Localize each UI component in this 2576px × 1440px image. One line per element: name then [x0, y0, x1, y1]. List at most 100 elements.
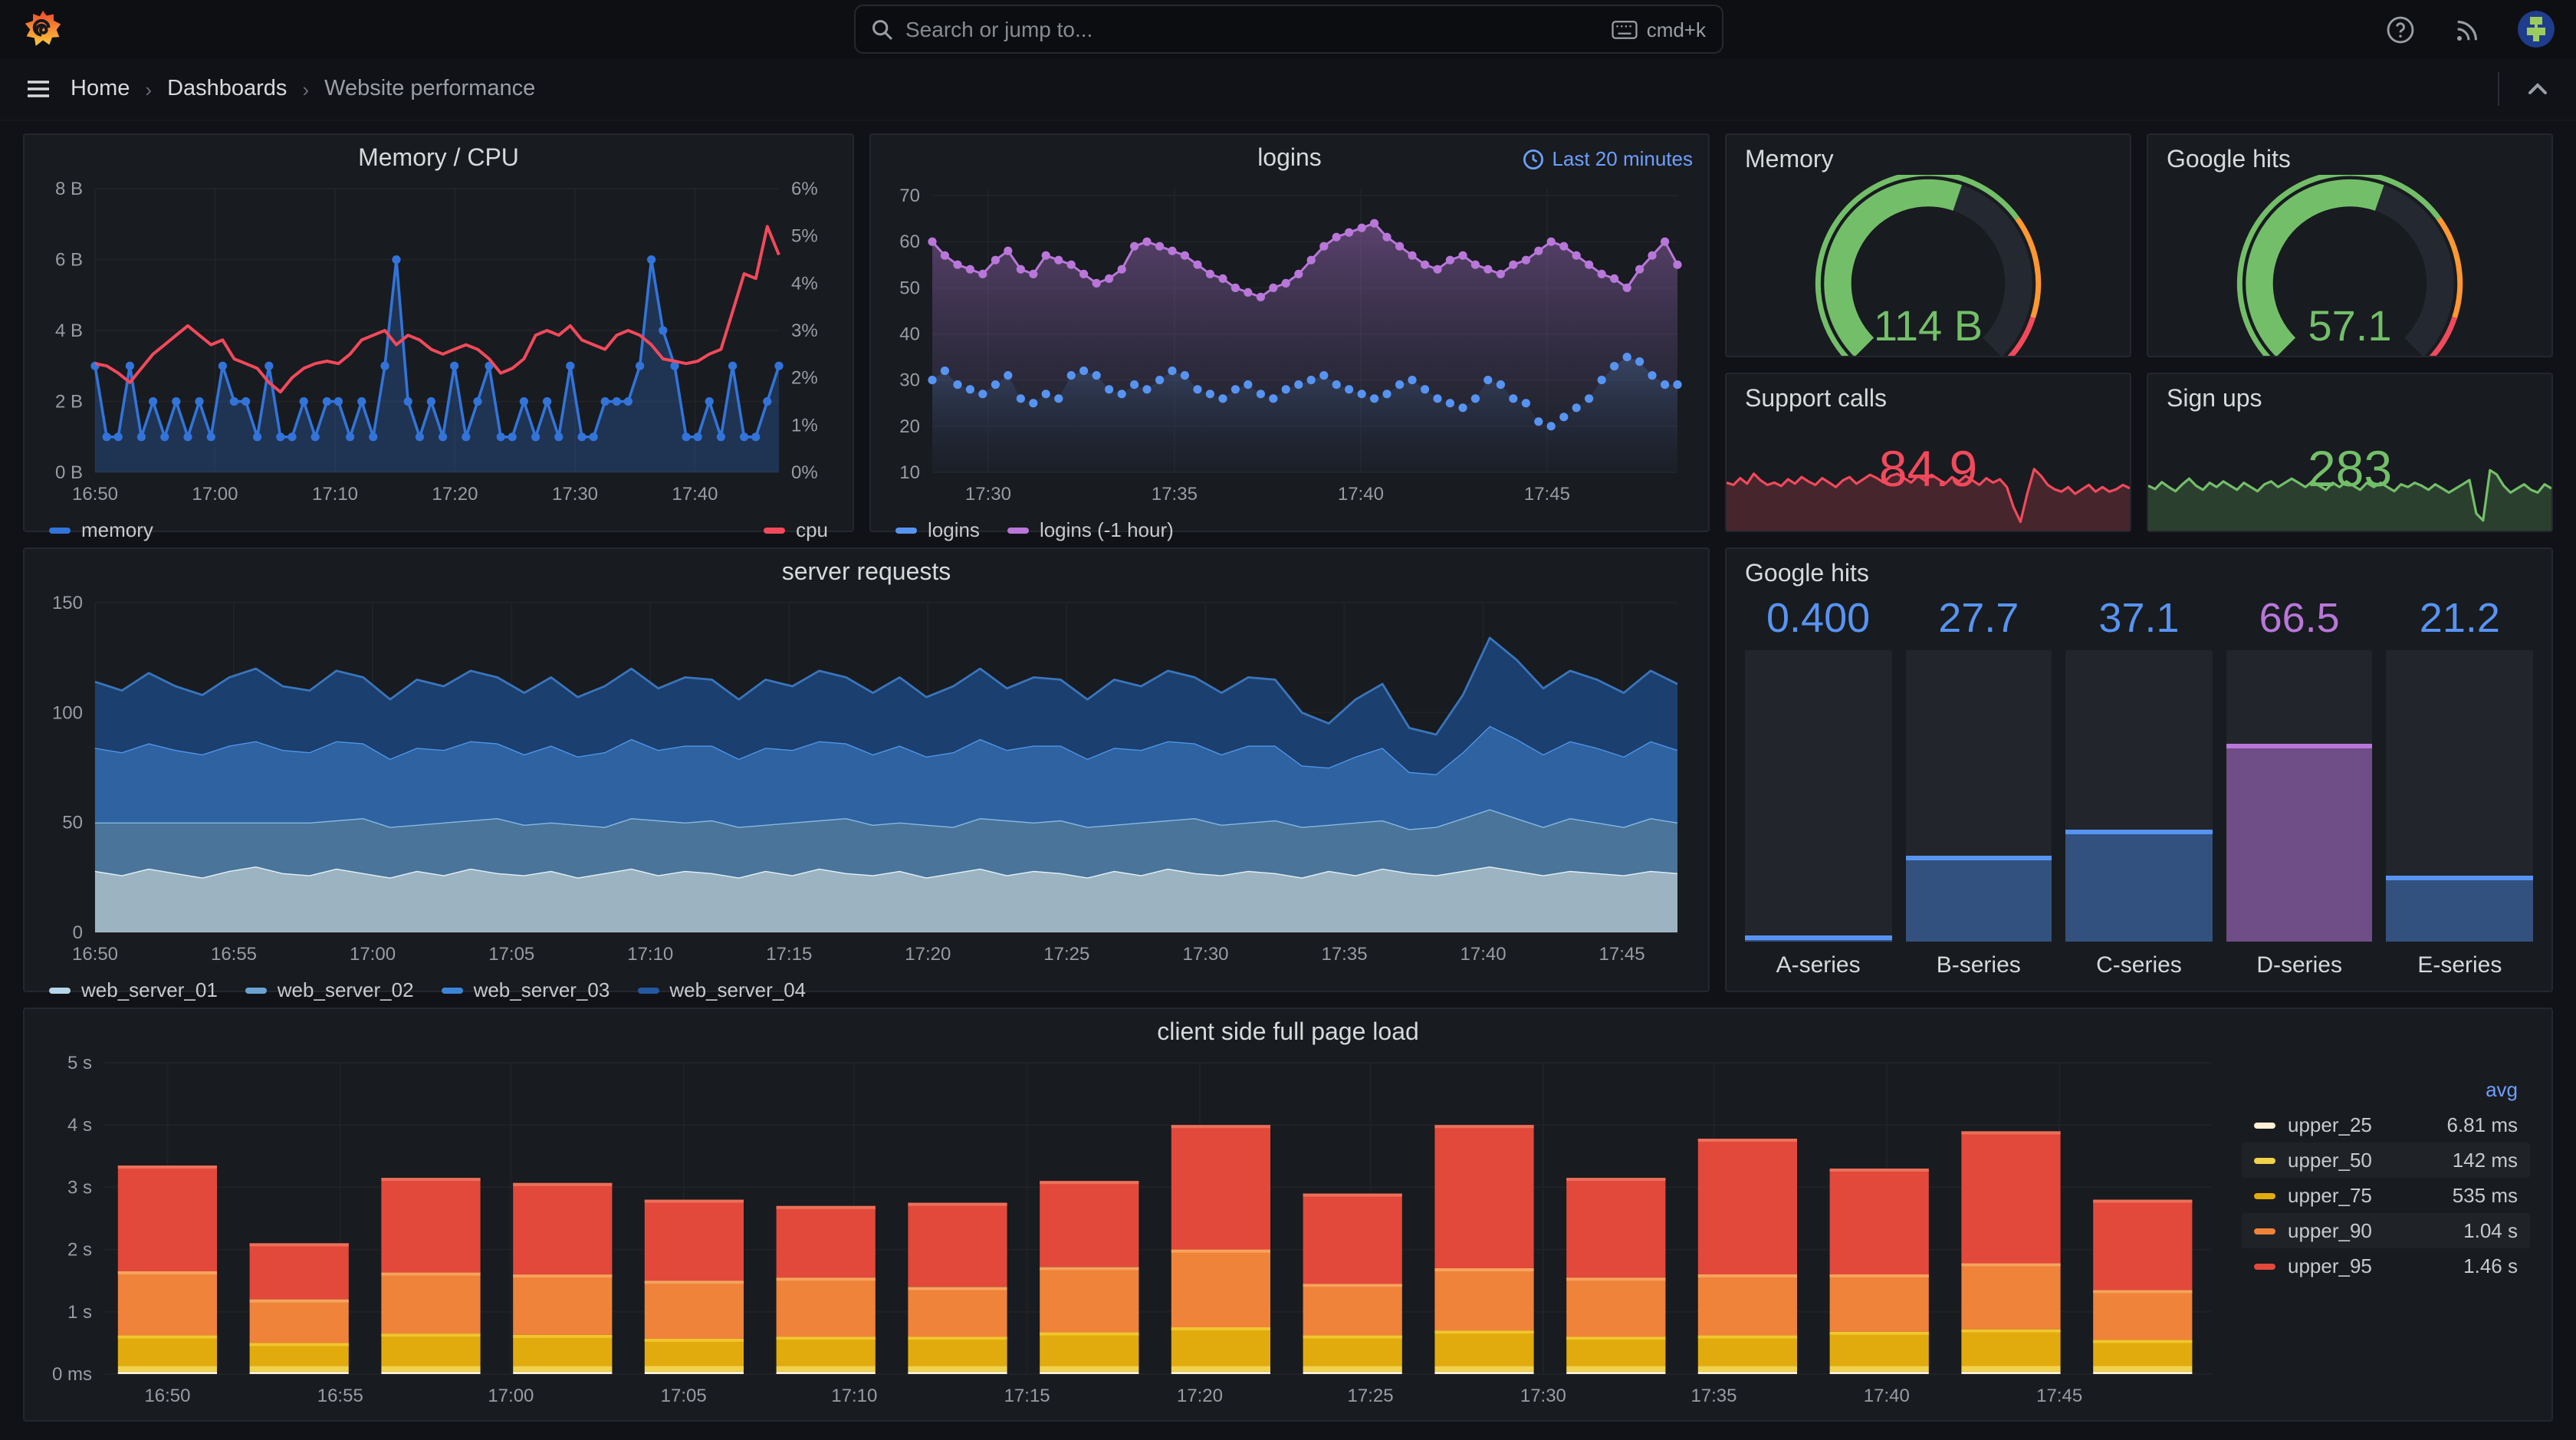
svg-text:4 s: 4 s [67, 1115, 92, 1136]
panel-logins: logins Last 20 minutes 17:30 17:35 17:40 17… [869, 133, 1710, 541]
svg-text:30: 30 [899, 370, 920, 391]
clock-icon [1523, 148, 1544, 169]
svg-text:17:20: 17:20 [1177, 1386, 1223, 1406]
legend-item[interactable]: upper_95 1.46 s [2242, 1248, 2530, 1284]
panel-title[interactable]: Sign ups [2167, 386, 2262, 413]
time-range-label[interactable]: Last 20 minutes [1523, 147, 1693, 170]
breadcrumb: Home › Dashboards › Website performance [0, 58, 2576, 121]
legend-avg-header[interactable]: avg [2486, 1078, 2518, 1101]
panel-title[interactable]: server requests [781, 560, 951, 586]
svg-text:17:20: 17:20 [905, 944, 951, 965]
svg-text:50: 50 [899, 278, 920, 298]
svg-text:1 s: 1 s [67, 1302, 92, 1323]
svg-text:5 s: 5 s [67, 1053, 92, 1073]
panel-title[interactable]: Memory [1745, 147, 1834, 173]
legend-item[interactable]: cpu [764, 518, 828, 541]
svg-text:10: 10 [899, 462, 920, 483]
svg-text:16:55: 16:55 [211, 944, 257, 965]
divider [2498, 72, 2499, 106]
client-legend: avg upper_25 6.81 ms upper_50 142 ms upper_7… [2242, 1050, 2551, 1420]
svg-text:3%: 3% [791, 321, 818, 341]
svg-text:17:35: 17:35 [1691, 1386, 1737, 1406]
memory-cpu-chart[interactable]: 16:50 17:00 17:10 17:20 17:30 17:40 8 B 6 B 4 B 2… [34, 176, 843, 515]
legend-item[interactable]: upper_50 142 ms [2242, 1142, 2530, 1178]
svg-text:0 ms: 0 ms [52, 1364, 92, 1385]
news-rss-icon[interactable] [2450, 12, 2484, 46]
grafana-logo[interactable] [21, 8, 63, 50]
search-input[interactable]: Search or jump to... cmd+k [853, 5, 1723, 54]
legend-item[interactable]: upper_25 6.81 ms [2242, 1107, 2530, 1142]
svg-text:3 s: 3 s [67, 1177, 92, 1198]
server-requests-chart[interactable]: 16:50 16:55 17:00 17:05 17:10 17:15 17:20 17:25… [34, 590, 1699, 975]
panel-google-hits-bar: Google hits 0.400 A-series 27.7 B-series 37.… [1725, 547, 2553, 992]
panel-memory-cpu: Memory / CPU 16:50 17:00 17:10 17:20 17:30 17… [23, 133, 854, 541]
svg-text:17:00: 17:00 [488, 1386, 534, 1406]
svg-text:150: 150 [52, 593, 83, 613]
panel-title[interactable]: Google hits [1745, 561, 1869, 587]
bar-gauge-value: 37.1 [2098, 595, 2180, 641]
svg-text:17:30: 17:30 [965, 484, 1011, 505]
svg-text:17:45: 17:45 [1599, 944, 1645, 965]
stat-value: 84.9 [1878, 439, 1978, 497]
bar-gauge-label: D-series [2256, 952, 2342, 978]
svg-text:17:00: 17:00 [192, 484, 238, 505]
svg-text:40: 40 [899, 324, 920, 345]
panel-title[interactable]: client side full page load [1157, 1020, 1419, 1046]
legend-item[interactable]: upper_75 535 ms [2242, 1178, 2530, 1213]
panel-title[interactable]: Google hits [2167, 147, 2291, 173]
svg-text:17:35: 17:35 [1152, 484, 1198, 505]
client-load-chart[interactable]: 16:50 16:55 17:00 17:05 17:10 17:15 17:20 17:25… [34, 1050, 2233, 1420]
panel-server-requests: server requests 16:50 16:55 17:00 17:05 17:1… [23, 547, 1710, 1001]
support-calls-sparkline [1727, 462, 2130, 531]
logins-chart[interactable]: 17:30 17:35 17:40 17:45 70 60 50 40 30 20 10 [880, 176, 1699, 515]
svg-text:0 B: 0 B [55, 462, 83, 483]
svg-text:17:45: 17:45 [1524, 484, 1570, 505]
svg-text:17:30: 17:30 [552, 484, 598, 505]
svg-text:4%: 4% [791, 273, 818, 294]
svg-text:5%: 5% [791, 226, 818, 247]
help-icon[interactable] [2383, 12, 2417, 46]
bar-gauge-value: 27.7 [1938, 595, 2019, 641]
panel-title[interactable]: logins [1257, 146, 1322, 172]
bar-gauge-column: 37.1 C-series [2065, 595, 2213, 978]
svg-text:17:10: 17:10 [627, 944, 673, 965]
legend: logins logins (-1 hour) [871, 515, 1708, 554]
svg-text:17:40: 17:40 [1864, 1386, 1910, 1406]
legend-item[interactable]: web_server_03 [441, 978, 610, 1001]
svg-text:8 B: 8 B [55, 179, 83, 199]
svg-text:0: 0 [73, 922, 83, 943]
top-nav: Search or jump to... cmd+k [0, 0, 2576, 58]
legend-item[interactable]: web_server_01 [49, 978, 218, 1001]
collapse-chevron-up-icon[interactable] [2521, 72, 2555, 106]
panel-client-load: client side full page load 16:50 16:55 17:… [23, 1008, 2553, 1422]
search-icon [870, 18, 893, 41]
svg-text:60: 60 [899, 232, 920, 252]
svg-text:17:15: 17:15 [766, 944, 812, 965]
svg-text:16:50: 16:50 [72, 484, 118, 505]
svg-text:17:40: 17:40 [1460, 944, 1506, 965]
bar-gauge-track [1745, 650, 1892, 942]
avatar[interactable] [2518, 11, 2555, 48]
legend-item[interactable]: upper_90 1.04 s [2242, 1213, 2530, 1248]
svg-text:17:30: 17:30 [1520, 1386, 1566, 1406]
legend-item[interactable]: logins (-1 hour) [1007, 518, 1174, 541]
svg-text:20: 20 [899, 416, 920, 437]
legend-item[interactable]: web_server_02 [245, 978, 414, 1001]
legend-item[interactable]: logins [895, 518, 980, 541]
keyboard-icon [1612, 20, 1638, 38]
bar-gauge-track [1905, 650, 2052, 942]
legend-item[interactable]: web_server_04 [637, 978, 806, 1001]
svg-text:6 B: 6 B [55, 250, 83, 271]
bar-gauge-value: 21.2 [2419, 595, 2500, 641]
breadcrumb-dashboards[interactable]: Dashboards [167, 77, 288, 101]
panel-title[interactable]: Memory / CPU [358, 146, 519, 172]
client-legend-rows: upper_25 6.81 ms upper_50 142 ms upper_75 535… [2242, 1107, 2530, 1284]
legend-item[interactable]: memory [49, 518, 153, 541]
breadcrumb-home[interactable]: Home [71, 77, 130, 101]
svg-text:17:00: 17:00 [350, 944, 396, 965]
bar-gauge-value: 0.400 [1766, 595, 1871, 641]
menu-icon[interactable] [21, 72, 55, 106]
bar-gauge-column: 66.5 D-series [2226, 595, 2373, 978]
bar-gauge-column: 21.2 E-series [2386, 595, 2533, 978]
panel-title[interactable]: Support calls [1745, 386, 1887, 413]
